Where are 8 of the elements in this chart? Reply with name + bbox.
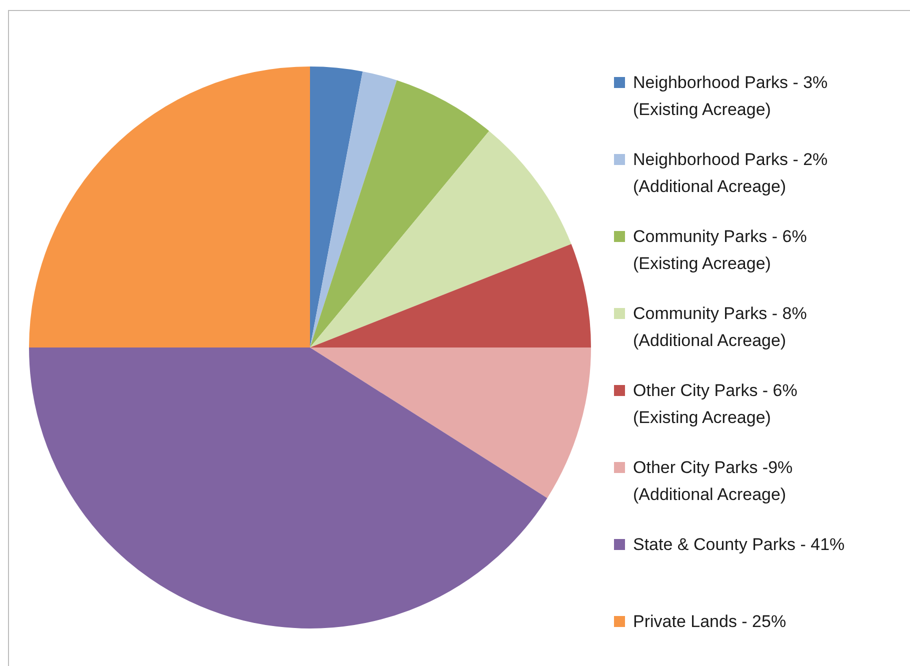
legend-label: Private Lands - 25% xyxy=(633,611,786,633)
legend-label: Other City Parks - 6% (Existing Acreage) xyxy=(633,380,798,429)
legend-label: Community Parks - 6% (Existing Acreage) xyxy=(633,226,807,275)
legend-label: State & County Parks - 41% xyxy=(633,534,845,556)
legend-label: Community Parks - 8% (Additional Acreage) xyxy=(633,303,807,352)
legend-label: Neighborhood Parks - 2% (Additional Acreage) xyxy=(633,149,828,198)
legend-label: Neighborhood Parks - 3% (Existing Acreage) xyxy=(633,72,828,121)
legend-label: Other City Parks -9% (Additional Acreage) xyxy=(633,457,793,506)
